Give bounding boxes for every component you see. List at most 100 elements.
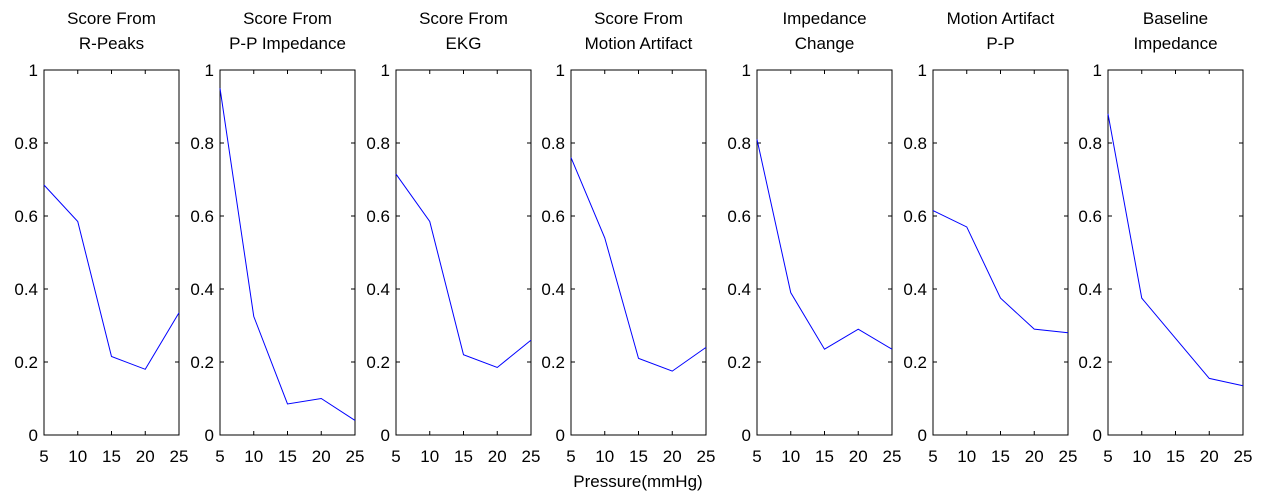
subplot-title-line: P-P [986,34,1014,53]
x-tick-label: 15 [102,447,121,466]
y-tick-label: 1 [918,61,927,80]
y-tick-label: 0.2 [1078,353,1102,372]
x-tick-label: 25 [522,447,541,466]
subplot-title-line: Impedance [782,9,866,28]
y-tick-label: 0.4 [14,280,38,299]
y-tick-label: 0.8 [727,134,751,153]
y-tick-label: 0.8 [541,134,565,153]
x-tick-label: 5 [39,447,48,466]
axes-box [1107,69,1244,436]
x-tick-label: 20 [1200,447,1219,466]
x-axis-label: Pressure(mmHg) [573,472,702,491]
y-tick-label: 0.2 [366,353,390,372]
y-tick-label: 0.4 [190,280,214,299]
y-tick-label: 0 [205,426,214,445]
y-tick-label: 0.8 [14,134,38,153]
x-tick-label: 10 [68,447,87,466]
y-tick-label: 0.8 [903,134,927,153]
x-tick-label: 25 [1234,447,1253,466]
x-tick-label: 10 [595,447,614,466]
axes-box [395,69,532,436]
x-tick-label: 5 [752,447,761,466]
y-tick-label: 0 [556,426,565,445]
y-tick-label: 0.4 [903,280,927,299]
x-tick-label: 20 [1025,447,1044,466]
x-tick-label: 15 [1166,447,1185,466]
subplot-title-line: P-P Impedance [229,34,346,53]
subplot-title-line: R-Peaks [79,34,144,53]
y-tick-label: 0 [29,426,38,445]
y-tick-label: 0.6 [190,207,214,226]
subplot-title-line: Score From [67,9,156,28]
subplot-title-line: Score From [419,9,508,28]
y-tick-label: 0.4 [366,280,390,299]
x-tick-label: 10 [781,447,800,466]
subplot-title-line: Change [795,34,855,53]
series-line [570,157,707,372]
subplot-title-line: Score From [594,9,683,28]
y-tick-label: 0 [381,426,390,445]
y-tick-label: 0.6 [14,207,38,226]
x-tick-label: 5 [1103,447,1112,466]
y-tick-label: 0.8 [366,134,390,153]
subplot-title-line: Baseline [1143,9,1208,28]
axes-box [756,69,893,436]
series-line [1107,113,1244,387]
y-tick-label: 1 [1093,61,1102,80]
y-tick-label: 1 [205,61,214,80]
y-tick-label: 0.2 [727,353,751,372]
x-tick-label: 15 [991,447,1010,466]
x-tick-label: 25 [883,447,902,466]
y-tick-label: 1 [556,61,565,80]
x-tick-label: 10 [957,447,976,466]
axes-box [219,69,356,436]
x-tick-label: 5 [566,447,575,466]
x-tick-label: 20 [663,447,682,466]
x-tick-label: 25 [697,447,716,466]
y-tick-label: 0 [742,426,751,445]
y-tick-label: 1 [29,61,38,80]
y-tick-label: 0.2 [903,353,927,372]
x-tick-label: 25 [1059,447,1078,466]
y-tick-label: 0.4 [727,280,751,299]
x-tick-label: 15 [629,447,648,466]
y-tick-label: 0.2 [190,353,214,372]
y-tick-label: 0.4 [1078,280,1102,299]
series-line [395,173,532,369]
subplot-title-line: Score From [243,9,332,28]
x-tick-label: 20 [849,447,868,466]
y-tick-label: 1 [381,61,390,80]
y-tick-label: 0.2 [541,353,565,372]
axes-box [932,69,1069,436]
x-tick-label: 25 [170,447,189,466]
x-tick-label: 25 [346,447,365,466]
x-tick-label: 20 [488,447,507,466]
x-tick-label: 10 [1132,447,1151,466]
x-tick-label: 5 [928,447,937,466]
y-tick-label: 0.6 [366,207,390,226]
axes-box [43,69,180,436]
y-tick-label: 0 [918,426,927,445]
y-tick-label: 0.6 [727,207,751,226]
x-tick-label: 20 [312,447,331,466]
y-tick-label: 0.6 [903,207,927,226]
y-tick-label: 0.4 [541,280,565,299]
series-line [43,184,180,370]
y-tick-label: 0 [1093,426,1102,445]
series-line [219,88,356,421]
y-tick-label: 0.8 [190,134,214,153]
x-tick-label: 15 [815,447,834,466]
subplot-title-line: Motion Artifact [585,34,693,53]
series-line [756,139,893,350]
y-tick-label: 0.6 [1078,207,1102,226]
x-tick-label: 15 [278,447,297,466]
x-tick-label: 15 [454,447,473,466]
x-tick-label: 5 [215,447,224,466]
series-line [932,210,1069,334]
